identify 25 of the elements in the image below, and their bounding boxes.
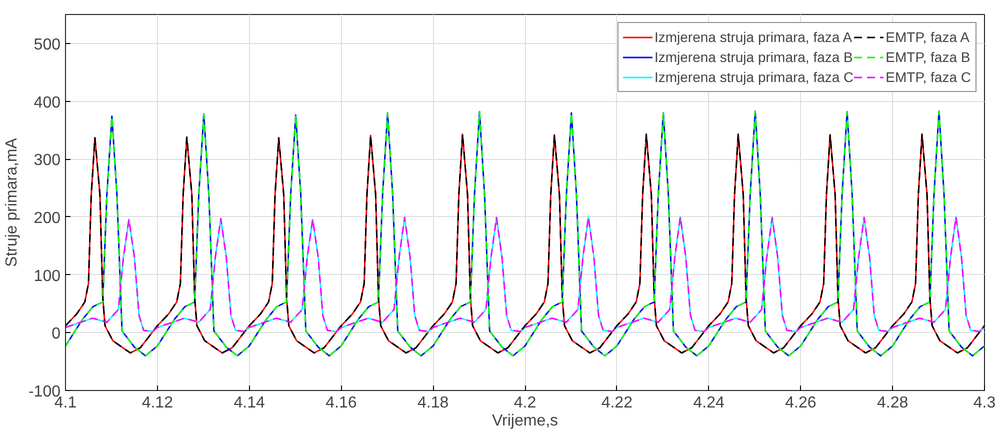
line-series [66, 216, 984, 332]
y-axis-title: Struje primara,mA [3, 138, 20, 267]
y-tick-label: 300 [34, 152, 61, 170]
x-tick-label: 4.12 [142, 394, 174, 412]
legend-label: Izmjerena struja primara, faza A [654, 29, 852, 45]
x-tick-label: 4.3 [973, 394, 996, 412]
x-tick-label: 4.2 [514, 394, 536, 412]
y-tick-label: 0 [52, 326, 61, 343]
legend-label: Izmjerena struja primara, faza B [654, 49, 853, 65]
y-tick-label: 200 [34, 210, 61, 227]
y-tick-label: 100 [34, 268, 61, 285]
x-tick-label: 4.14 [234, 394, 265, 412]
x-axis-title: Vrijeme,s [492, 412, 558, 430]
y-tick-label: 400 [34, 94, 61, 112]
y-tick-label: 500 [34, 36, 61, 54]
x-tick-label: 4.18 [418, 394, 449, 412]
x-tick-label: 4.16 [326, 394, 357, 412]
legend-label: EMTP, faza B [886, 49, 970, 65]
legend-label: EMTP, faza A [886, 29, 970, 45]
legend-label: EMTP, faza C [886, 69, 971, 85]
x-tick-label: 4.28 [877, 394, 908, 412]
x-tick-label: 4.26 [785, 394, 816, 412]
x-tick-label: 4.22 [601, 394, 633, 412]
legend-label: Izmjerena struja primara, faza C [654, 69, 854, 85]
x-tick-label: 4.24 [693, 394, 724, 412]
